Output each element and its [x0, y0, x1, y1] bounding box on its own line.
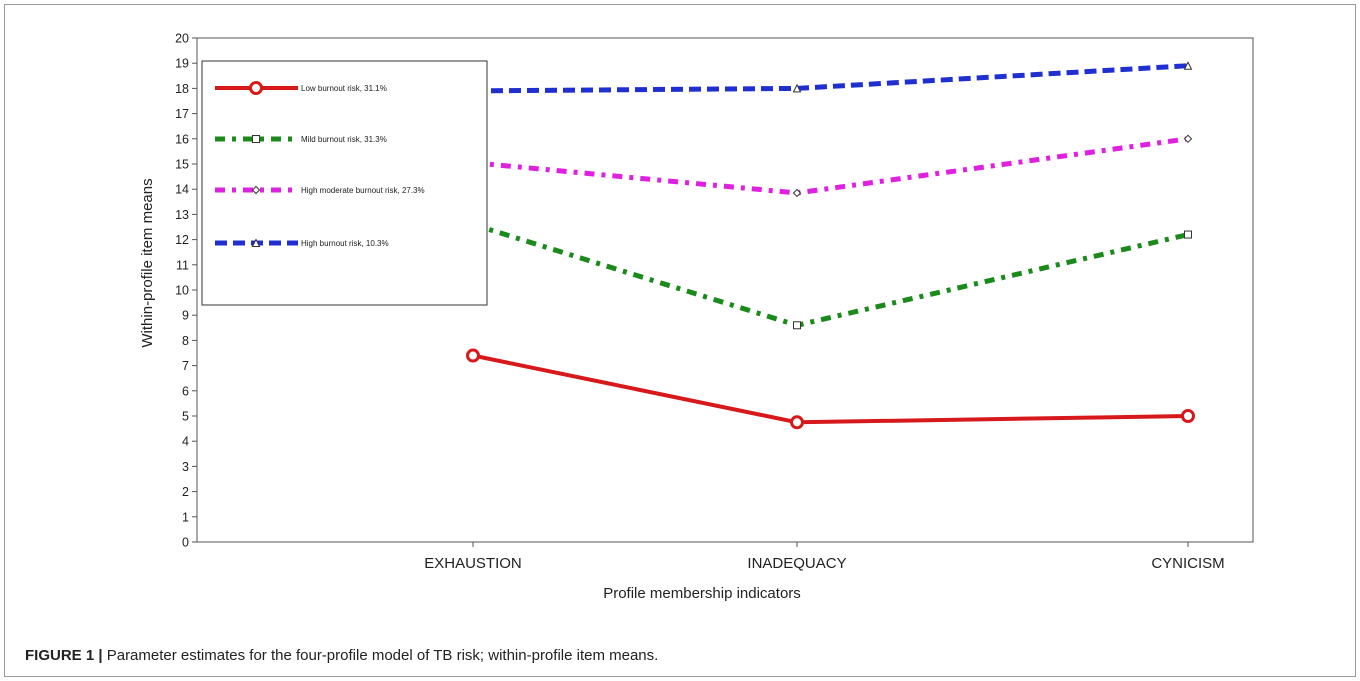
- series-3: [468, 134, 1193, 198]
- y-tick-label: 19: [175, 57, 189, 71]
- data-point: [793, 321, 801, 330]
- figure-frame: [4, 4, 1356, 677]
- y-tick-label: 15: [175, 158, 189, 172]
- y-tick-label: 7: [182, 359, 189, 373]
- y-tick-label: 1: [182, 510, 189, 524]
- series-line: [472, 222, 1189, 328]
- data-point: [251, 238, 261, 247]
- y-tick-label: 6: [182, 384, 189, 398]
- y-tick-label: 14: [175, 183, 189, 197]
- series-1: [466, 348, 1195, 430]
- y-axis-label: Within-profile item means: [139, 178, 156, 347]
- data-point: [792, 188, 802, 198]
- y-tick-label: 20: [175, 32, 189, 46]
- legend-label: High moderate burnout risk, 27.3%: [301, 186, 425, 195]
- figure-caption: FIGURE 1 | Parameter estimates for the f…: [25, 647, 658, 664]
- y-tick-label: 8: [182, 334, 189, 348]
- figure-label: FIGURE 1 |: [25, 647, 103, 664]
- figure-caption-text: Parameter estimates for the four-profile…: [106, 647, 659, 664]
- y-tick-label: 9: [182, 309, 189, 323]
- series-line: [472, 353, 1189, 425]
- data-point: [466, 348, 480, 363]
- series-2: [469, 220, 1192, 330]
- data-point: [251, 185, 261, 195]
- y-tick-label: 12: [175, 233, 189, 247]
- legend-label: Mild burnout risk, 31.3%: [301, 135, 387, 144]
- series-layer: [466, 61, 1195, 430]
- legend-box: [201, 60, 488, 306]
- legend-label: Low burnout risk, 31.1%: [301, 84, 387, 93]
- x-axis-label: Profile membership indicators: [603, 585, 801, 602]
- data-point: [1184, 230, 1192, 239]
- legend: Low burnout risk, 31.1% Mild burnout risk…: [201, 60, 488, 306]
- y-tick-label: 2: [182, 485, 189, 499]
- legend-label: High burnout risk, 10.3%: [301, 239, 389, 248]
- y-tick-label: 0: [182, 536, 189, 550]
- data-point: [1183, 61, 1193, 70]
- x-axis: EXHAUSTION INADEQUACY CYNICISM: [424, 542, 1225, 572]
- data-point: [1181, 409, 1195, 423]
- x-tick-label: INADEQUACY: [747, 555, 846, 572]
- x-tick-label: CYNICISM: [1151, 555, 1224, 572]
- x-tick-label: EXHAUSTION: [424, 555, 522, 572]
- data-point: [792, 83, 802, 93]
- y-tick-label: 11: [176, 258, 189, 272]
- series-4: [468, 61, 1193, 95]
- y-tick-label: 10: [175, 284, 189, 298]
- y-tick-label: 18: [175, 82, 189, 96]
- y-tick-label: 5: [182, 410, 189, 424]
- series-line: [472, 63, 1189, 94]
- data-point: [1183, 134, 1193, 144]
- y-tick-label: 17: [175, 107, 189, 121]
- y-tick-label: 13: [175, 208, 189, 222]
- data-point: [249, 81, 263, 95]
- y-tick-label: 3: [182, 460, 189, 474]
- data-point: [790, 415, 804, 430]
- y-tick-label: 16: [175, 132, 189, 146]
- y-tick-label: 4: [182, 435, 189, 449]
- data-point: [252, 135, 260, 143]
- series-line: [472, 136, 1189, 196]
